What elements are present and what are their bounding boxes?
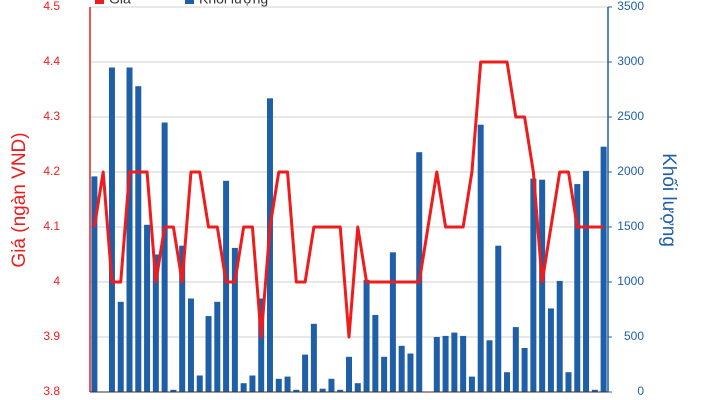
bar <box>302 354 309 392</box>
bar <box>108 67 115 392</box>
bar <box>477 124 484 392</box>
bar <box>231 247 238 392</box>
bar <box>135 86 142 392</box>
legend-label: Khối lượng <box>199 0 268 7</box>
y-tick-label: 3.9 <box>43 329 60 343</box>
bar <box>214 301 221 392</box>
bar <box>591 389 598 392</box>
bar <box>574 184 581 392</box>
bar <box>223 180 230 392</box>
bar <box>144 224 151 392</box>
y2-tick-label: 2500 <box>617 109 644 123</box>
legend-swatch <box>95 0 104 4</box>
bar <box>249 375 256 392</box>
bar <box>451 332 458 392</box>
bar <box>319 388 326 392</box>
y-axis-title: Giá (ngàn VND) <box>9 132 30 267</box>
bar <box>398 345 405 392</box>
bar <box>205 316 212 392</box>
bar <box>187 298 194 392</box>
bar <box>389 252 396 392</box>
bar <box>152 254 159 392</box>
bar <box>372 315 379 392</box>
bar <box>416 152 423 392</box>
bar <box>530 178 537 392</box>
y-tick-label: 4.1 <box>43 219 60 233</box>
y-tick-label: 3.8 <box>43 384 60 398</box>
legend-label: Giá <box>109 0 131 7</box>
bar <box>126 67 133 392</box>
bar <box>170 389 177 392</box>
bar <box>565 372 572 392</box>
bar <box>433 337 440 392</box>
bar <box>293 389 300 392</box>
bar <box>539 179 546 392</box>
y-tick-label: 4.3 <box>43 109 60 123</box>
bar <box>442 335 449 392</box>
y-tick-label: 4.5 <box>43 0 60 13</box>
price-line <box>92 60 604 339</box>
bar <box>179 245 186 392</box>
bar <box>328 378 335 392</box>
y2-tick-label: 2000 <box>617 164 644 178</box>
y2-tick-label: 500 <box>624 329 644 343</box>
bar <box>240 383 247 392</box>
y2-tick-label: 0 <box>637 384 644 398</box>
bar <box>91 176 98 392</box>
y-tick-label: 4.4 <box>43 54 60 68</box>
bar <box>310 323 317 392</box>
y2-tick-label: 1500 <box>617 219 644 233</box>
bar <box>521 348 528 392</box>
bar <box>354 383 361 392</box>
bar <box>547 308 554 392</box>
bar <box>468 376 475 392</box>
legend-swatch <box>185 0 194 4</box>
bar <box>196 375 203 392</box>
bar <box>512 327 519 392</box>
bar <box>346 356 352 392</box>
bar <box>460 335 467 392</box>
bar <box>600 146 607 392</box>
bar <box>161 122 168 392</box>
y2-tick-label: 3500 <box>617 0 644 13</box>
bar <box>583 170 590 392</box>
bar <box>337 389 344 392</box>
bar <box>556 280 563 392</box>
bar <box>407 353 414 392</box>
y2-tick-label: 1000 <box>617 274 644 288</box>
bar <box>504 372 511 392</box>
y-tick-label: 4.2 <box>43 164 60 178</box>
y-tick-label: 4 <box>53 274 60 288</box>
bar <box>495 245 502 392</box>
bar <box>363 279 370 392</box>
bar <box>117 301 124 392</box>
y2-axis-title: Khối lượng <box>658 153 679 247</box>
bar <box>284 376 291 392</box>
bar <box>486 340 493 392</box>
bar <box>381 356 388 392</box>
y2-tick-label: 3000 <box>617 54 644 68</box>
bar <box>258 298 265 392</box>
bar <box>275 378 282 392</box>
